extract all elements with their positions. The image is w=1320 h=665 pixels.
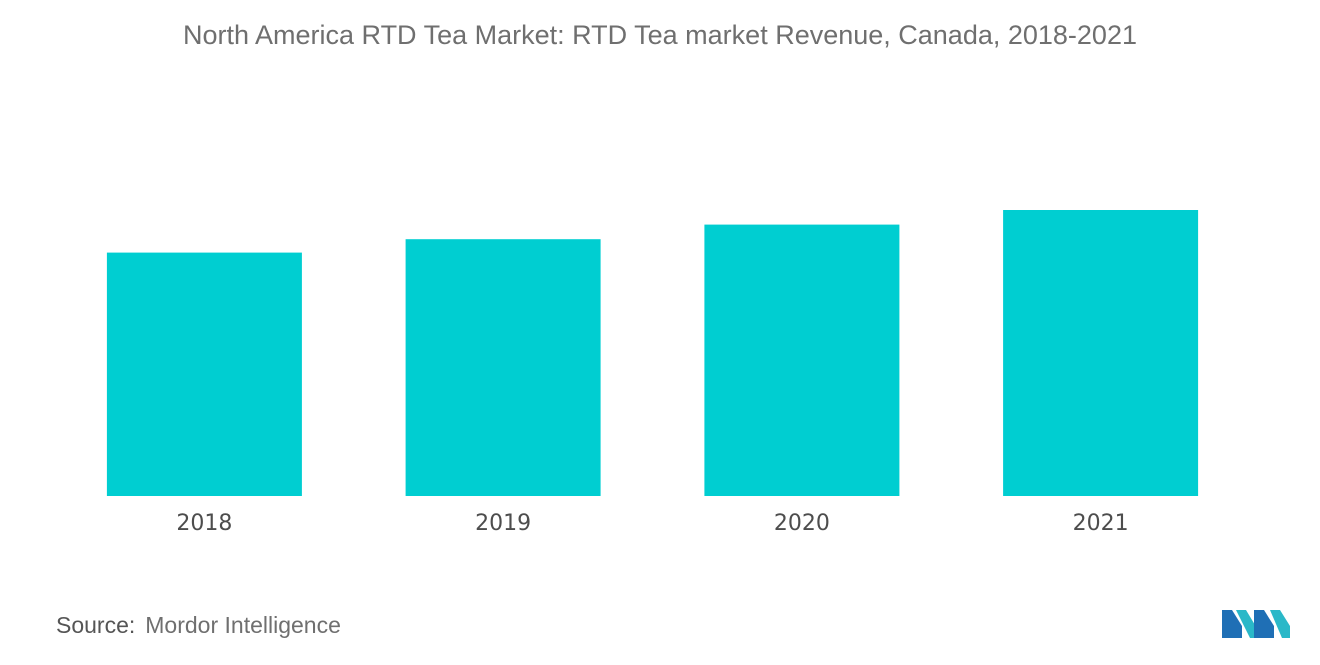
bar-2021 — [1003, 210, 1199, 496]
logo-shape-mid-right — [1254, 610, 1274, 638]
x-tick-label-2018: 2018 — [176, 511, 232, 536]
bar-group — [106, 210, 1199, 496]
logo-shape-left — [1222, 610, 1242, 638]
bar-chart: 2018 2019 2020 2021 — [106, 210, 1199, 536]
bar-2019 — [405, 239, 601, 496]
x-axis-tick-labels: 2018 2019 2020 2021 — [176, 511, 1128, 536]
source-value: Mordor Intelligence — [145, 612, 341, 638]
x-tick-label-2019: 2019 — [475, 511, 531, 536]
logo-shape-mid-left — [1236, 610, 1258, 638]
source-label: Source: — [56, 612, 136, 638]
x-tick-label-2021: 2021 — [1073, 511, 1129, 536]
mordor-intelligence-logo-icon — [1222, 610, 1290, 638]
logo-shape-right — [1270, 610, 1290, 638]
x-tick-label-2020: 2020 — [774, 511, 830, 536]
bar-2018 — [106, 252, 302, 496]
bar-2020 — [704, 224, 900, 496]
source-note: Source: Mordor Intelligence — [56, 612, 341, 639]
chart-title: North America RTD Tea Market: RTD Tea ma… — [183, 20, 1137, 50]
